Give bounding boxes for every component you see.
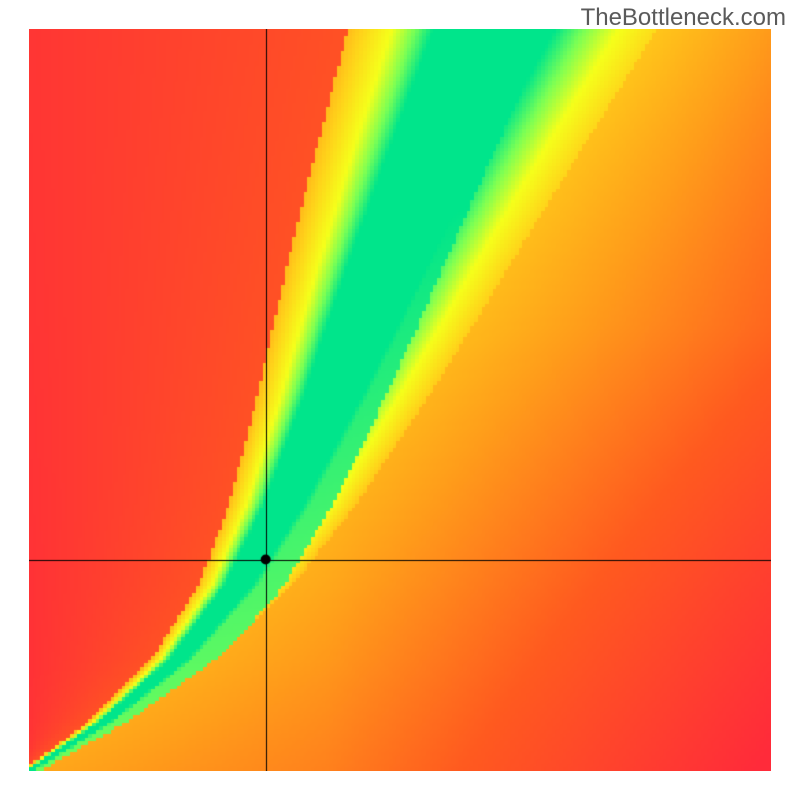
heatmap-plot	[29, 29, 771, 771]
watermark-label: TheBottleneck.com	[581, 4, 786, 32]
root-container: TheBottleneck.com	[0, 0, 800, 800]
crosshair-overlay	[29, 29, 771, 771]
